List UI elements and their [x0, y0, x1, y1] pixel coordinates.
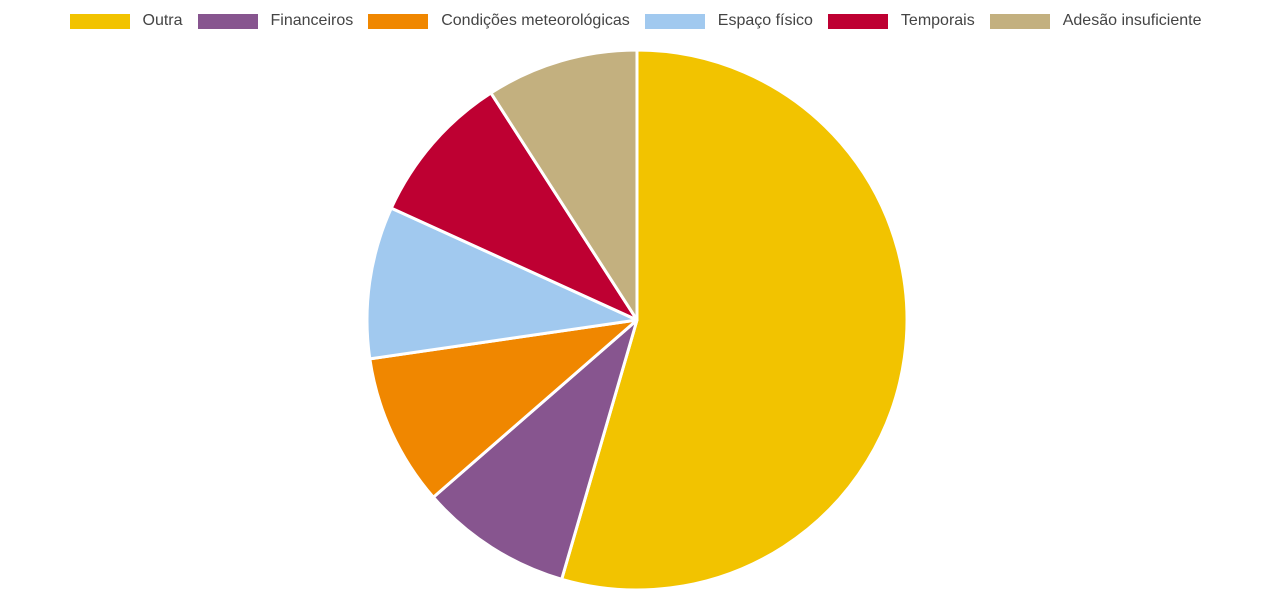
- chart-legend: Outra Financeiros Condições meteorológicas…: [0, 8, 1271, 34]
- legend-label: Outra: [142, 12, 183, 29]
- legend-label: Temporais: [900, 12, 975, 29]
- legend-swatch: [644, 13, 705, 29]
- legend-item-3[interactable]: Condições meteorológicas: [368, 12, 630, 30]
- legend-swatch: [989, 13, 1050, 29]
- pie-slice-5[interactable]: [389, 91, 639, 322]
- legend-swatch: [368, 13, 429, 29]
- legend-item-5[interactable]: Temporais: [827, 12, 975, 30]
- legend-label: Adesão insuficiente: [1062, 12, 1202, 29]
- legend-swatch: [827, 13, 888, 29]
- legend-item-4[interactable]: Espaço físico: [644, 12, 813, 30]
- legend-label: Financeiros: [270, 12, 354, 29]
- legend-label: Espaço físico: [717, 12, 813, 29]
- legend-item-6[interactable]: Adesão insuficiente: [989, 12, 1202, 30]
- legend-item-1[interactable]: Outra: [69, 12, 183, 30]
- pie-slice-2[interactable]: [431, 318, 639, 581]
- pie-slice-1[interactable]: [560, 48, 909, 589]
- legend-item-2[interactable]: Financeiros: [197, 12, 354, 30]
- legend-swatch: [197, 13, 258, 29]
- pie-slice-4[interactable]: [365, 206, 639, 361]
- pie-slice-6[interactable]: [489, 48, 639, 322]
- legend-swatch: [69, 13, 130, 29]
- pie-slice-3[interactable]: [368, 318, 639, 499]
- legend-label: Condições meteorológicas: [441, 12, 630, 29]
